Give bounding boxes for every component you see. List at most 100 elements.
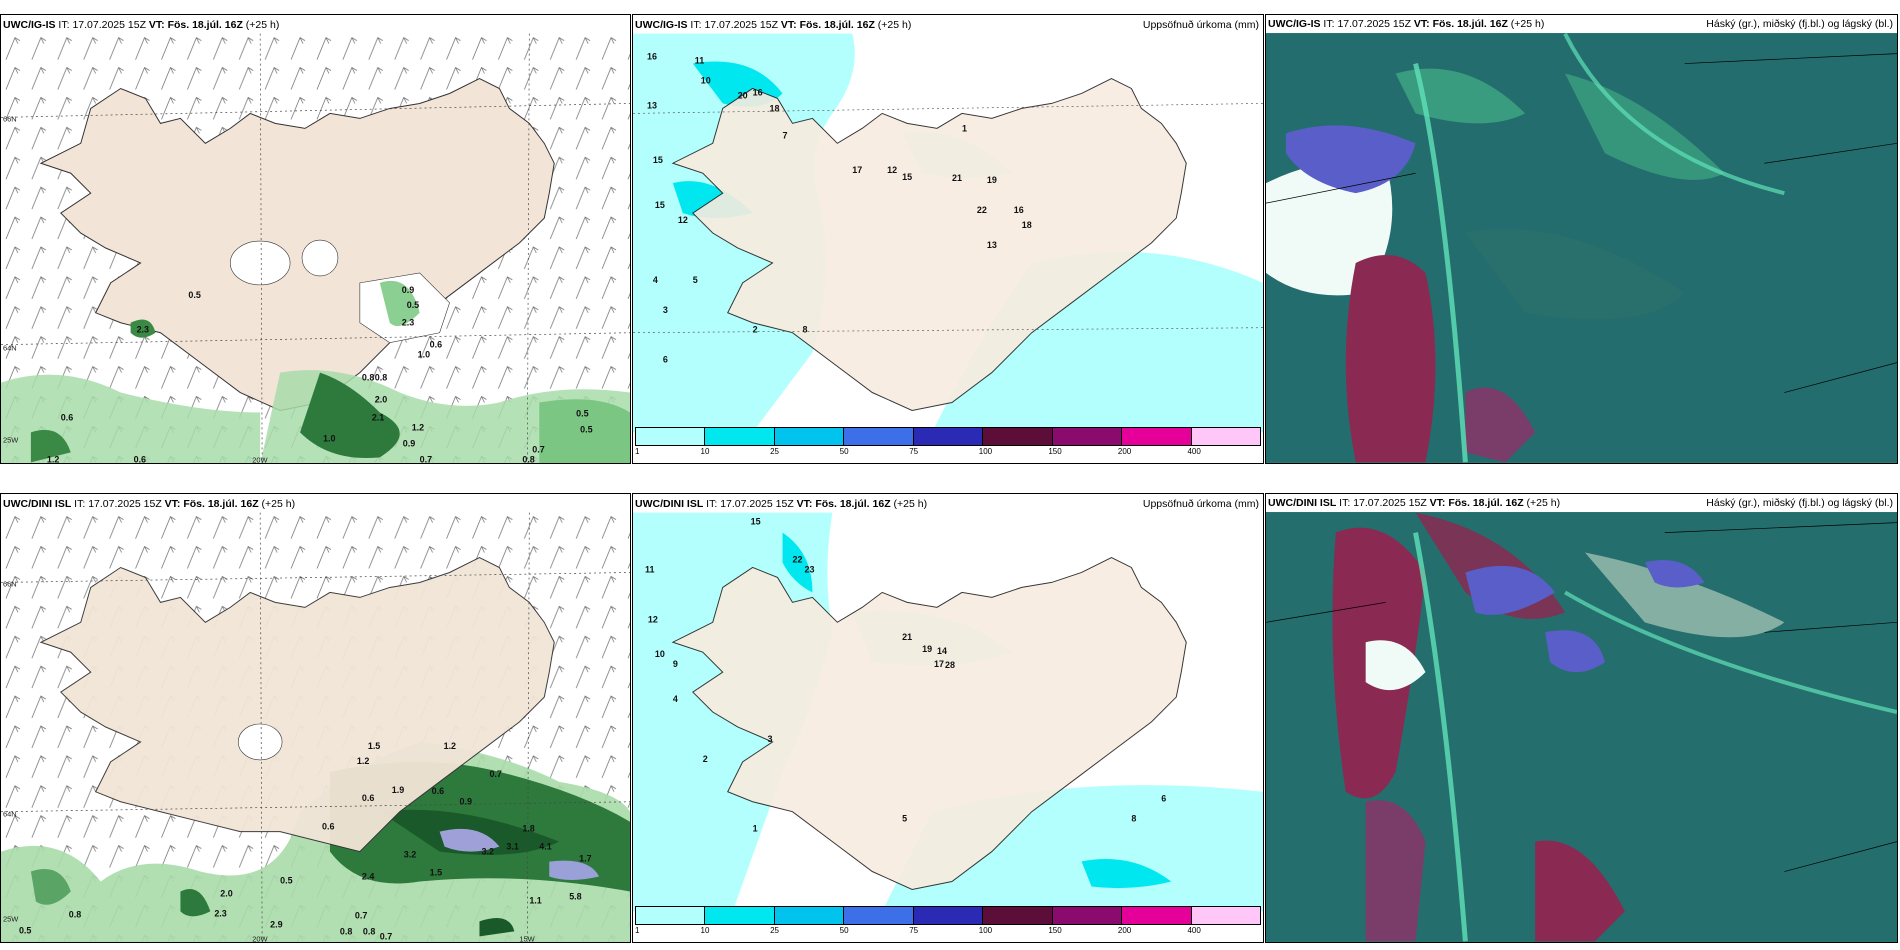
svg-text:2: 2 <box>703 754 708 764</box>
valid-time: VT: Fös. 18.júl. 16Z <box>148 19 243 31</box>
svg-text:20W: 20W <box>252 455 268 464</box>
svg-text:1.1: 1.1 <box>529 895 541 905</box>
wind-precip-map: 66N 64N 25W 20W 0.5 0.9 0.5 2.3 0.6 1.0 … <box>1 33 630 464</box>
colorbar-label: 200 <box>1117 926 1132 935</box>
svg-text:11: 11 <box>645 564 654 574</box>
svg-text:66N: 66N <box>3 114 17 123</box>
colorbar-segment <box>844 428 914 445</box>
svg-text:9: 9 <box>673 659 678 669</box>
svg-text:20W: 20W <box>252 934 268 943</box>
svg-text:2.9: 2.9 <box>270 919 282 929</box>
svg-text:0.6: 0.6 <box>134 454 146 464</box>
panel-header: UWC/IG-IS IT: 17.07.2025 15Z VT: Fös. 18… <box>3 19 280 31</box>
svg-text:13: 13 <box>987 240 997 250</box>
svg-text:6: 6 <box>1161 794 1166 804</box>
svg-text:23: 23 <box>804 564 814 574</box>
field-title: Uppsöfnuð úrkoma (mm) <box>1142 19 1259 31</box>
svg-text:0.5: 0.5 <box>280 876 292 886</box>
colorbar-label: 25 <box>770 447 780 456</box>
svg-text:1.9: 1.9 <box>392 785 404 795</box>
panel-header: UWC/DINI ISL IT: 17.07.2025 15Z VT: Fös.… <box>635 498 1259 510</box>
svg-text:11: 11 <box>695 56 704 66</box>
init-time: 17.07.2025 15Z <box>72 19 146 31</box>
lead-time: (+25 h) <box>245 19 280 31</box>
colorbar-label: 1 <box>635 447 640 456</box>
colorbar-label: 10 <box>700 447 710 456</box>
svg-text:7: 7 <box>783 130 788 140</box>
svg-text:2.4: 2.4 <box>362 872 374 882</box>
cloud-cover-map <box>1266 33 1897 463</box>
field-title: Háský (gr.), miðský (fj.bl.) og lágský (… <box>1706 497 1893 509</box>
svg-text:16: 16 <box>753 87 763 97</box>
colorbar-label: 100 <box>978 447 993 456</box>
wind-precip-map: 66N 64N 25W 20W 15W 1.5 1.2 1.2 0.7 0.6 … <box>1 512 630 943</box>
svg-text:0.8: 0.8 <box>340 926 352 936</box>
colorbar-segment <box>636 907 706 924</box>
colorbar-labels: 1 10 25 50 75 100 150 200 400 <box>635 926 1261 938</box>
colorbar-label: 75 <box>909 926 919 935</box>
svg-text:2.0: 2.0 <box>220 888 232 898</box>
panel-bottom-middle-accum: UWC/DINI ISL IT: 17.07.2025 15Z VT: Fös.… <box>632 493 1264 943</box>
panel-header: UWC/DINI ISL IT: 17.07.2025 15Z VT: Fös.… <box>3 498 296 510</box>
svg-text:15: 15 <box>751 517 761 527</box>
field-title: Uppsöfnuð úrkoma (mm) <box>1142 498 1259 510</box>
precip-values: 0.5 0.9 0.5 2.3 0.6 1.0 2.3 0.8 0.8 2.0 … <box>47 285 593 464</box>
svg-text:17: 17 <box>934 659 944 669</box>
svg-text:4: 4 <box>653 275 658 285</box>
colorbar-segment <box>705 907 775 924</box>
colorbar-labels: 1 10 25 50 75 100 150 200 400 <box>635 447 1261 459</box>
svg-text:1.2: 1.2 <box>357 756 369 766</box>
svg-text:8: 8 <box>802 325 807 335</box>
svg-text:2.3: 2.3 <box>214 908 226 918</box>
panel-header: UWC/IG-IS IT: 17.07.2025 15Z VT: Fös. 18… <box>635 19 1259 31</box>
svg-text:10: 10 <box>655 649 665 659</box>
colorbar-label: 150 <box>1048 926 1062 935</box>
svg-text:0.8: 0.8 <box>362 373 374 383</box>
svg-text:0.8: 0.8 <box>375 373 387 383</box>
svg-text:3: 3 <box>663 305 668 315</box>
svg-text:8: 8 <box>1131 814 1136 824</box>
colorbar-label: 150 <box>1048 447 1062 456</box>
svg-text:13: 13 <box>647 100 657 110</box>
svg-text:15W: 15W <box>519 934 535 943</box>
svg-text:2.3: 2.3 <box>137 325 149 335</box>
svg-text:0.8: 0.8 <box>363 926 375 936</box>
panel-bottom-left-wind-precip: UWC/DINI ISL IT: 17.07.2025 15Z VT: Fös.… <box>0 493 631 943</box>
iceland-landmass <box>671 556 1187 890</box>
svg-text:15: 15 <box>653 155 663 165</box>
colorbar-label: 400 <box>1187 926 1201 935</box>
svg-text:1.2: 1.2 <box>444 741 456 751</box>
svg-text:0.6: 0.6 <box>322 822 334 832</box>
svg-text:18: 18 <box>1022 220 1032 230</box>
precip-values: 1.5 1.2 1.2 0.7 0.6 1.9 0.6 0.6 0.9 1.8 … <box>19 741 592 941</box>
svg-text:2.3: 2.3 <box>402 318 414 328</box>
svg-text:3.2: 3.2 <box>481 847 493 857</box>
svg-text:1.5: 1.5 <box>430 868 442 878</box>
model-name: UWC/IG-IS <box>3 19 56 31</box>
colorbar-label: 75 <box>909 447 919 456</box>
colorbar-segment <box>705 428 775 445</box>
colorbar-segment <box>636 428 706 445</box>
panel-top-right-clouds: UWC/IG-IS IT: 17.07.2025 15Z VT: Fös. 18… <box>1265 14 1898 464</box>
svg-text:17: 17 <box>852 165 862 175</box>
svg-text:19: 19 <box>987 175 997 185</box>
accum-values: 15 22 23 21 19 28 14 17 11 10 12 9 6 4 3… <box>645 517 1166 834</box>
svg-text:19: 19 <box>922 644 932 654</box>
svg-text:3.2: 3.2 <box>404 850 416 860</box>
panel-top-middle-accum: UWC/IG-IS IT: 17.07.2025 15Z VT: Fös. 18… <box>632 14 1264 464</box>
svg-text:64N: 64N <box>3 810 17 819</box>
colorbar-label: 1 <box>635 926 640 935</box>
svg-text:25W: 25W <box>3 435 19 444</box>
colorbar-segment <box>1191 428 1260 445</box>
svg-text:5.8: 5.8 <box>569 891 581 901</box>
colorbar-label: 25 <box>770 926 780 935</box>
iceland-landmass <box>39 77 555 412</box>
colorbar-label: 200 <box>1117 447 1132 456</box>
svg-text:20: 20 <box>738 90 748 100</box>
colorbar-segment <box>774 907 845 924</box>
svg-text:2.0: 2.0 <box>375 395 387 405</box>
svg-text:3.1: 3.1 <box>506 842 518 852</box>
svg-text:28: 28 <box>945 660 955 670</box>
svg-text:0.5: 0.5 <box>576 408 588 418</box>
svg-text:3: 3 <box>768 734 773 744</box>
